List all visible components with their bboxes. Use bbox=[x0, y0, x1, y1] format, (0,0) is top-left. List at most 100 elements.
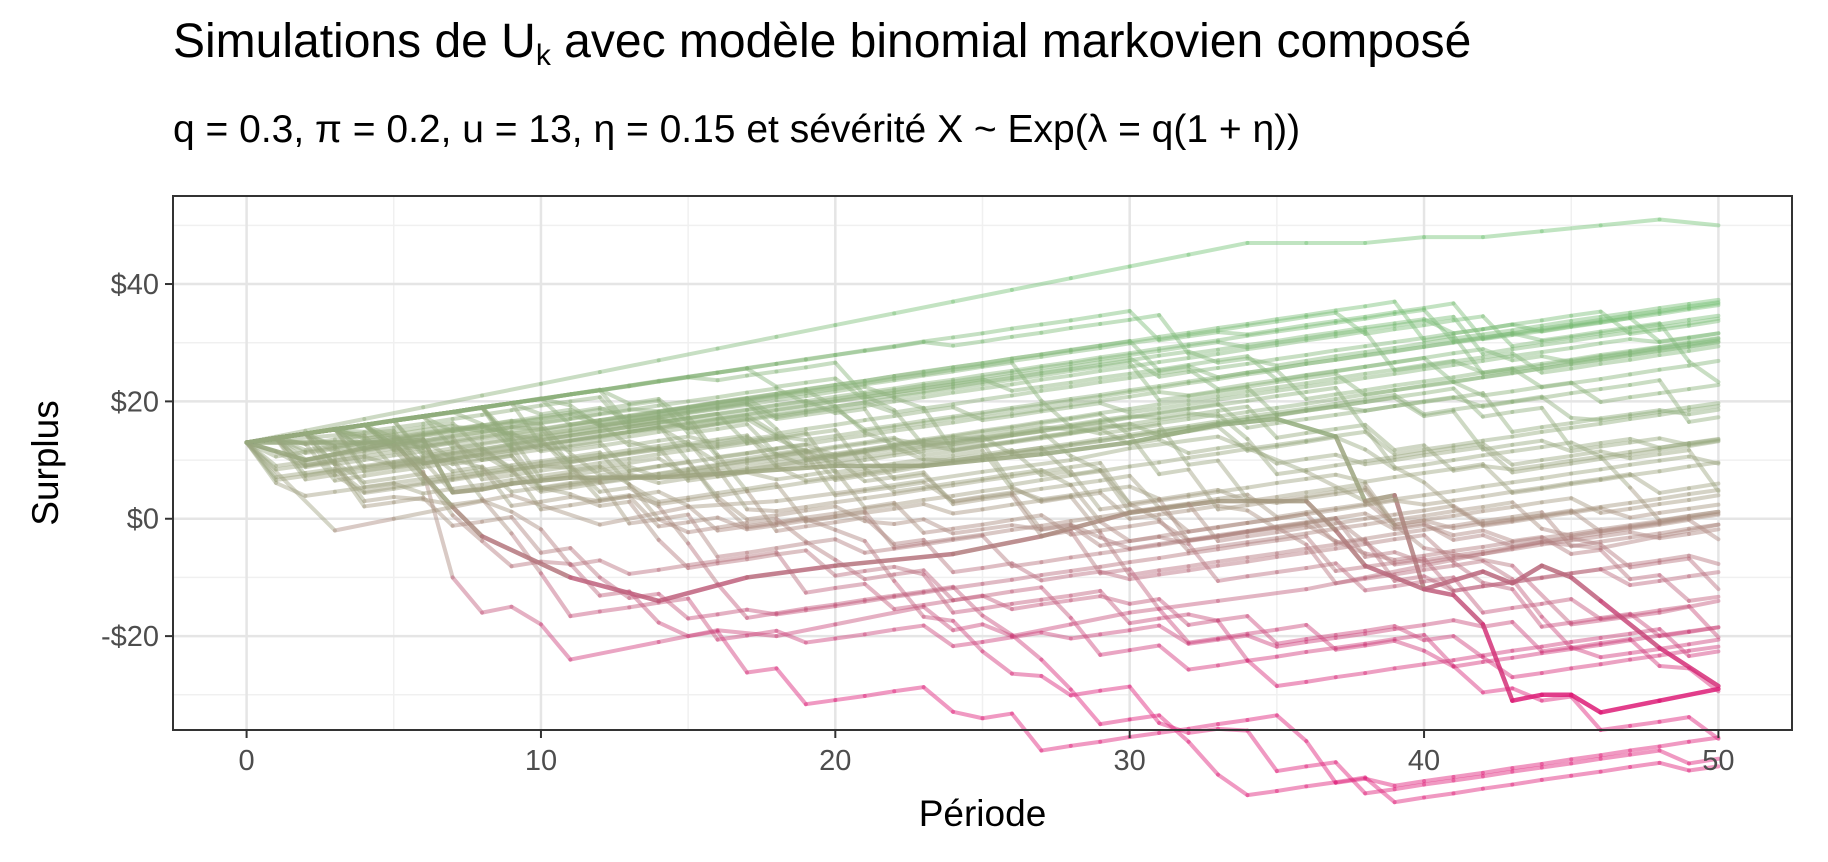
series-segment bbox=[1068, 438, 1103, 447]
series-segment bbox=[980, 458, 1073, 474]
series-segment bbox=[1186, 326, 1220, 335]
series-segment bbox=[1628, 348, 1662, 358]
series-segment bbox=[480, 401, 514, 410]
series-segment bbox=[421, 455, 455, 464]
series-segment bbox=[1628, 573, 1662, 582]
series-segment bbox=[303, 427, 337, 436]
series-segment bbox=[1274, 334, 1309, 343]
series-segment bbox=[1510, 692, 1545, 703]
series-segment bbox=[1098, 358, 1132, 368]
series-segment bbox=[833, 471, 867, 481]
series-segment bbox=[332, 426, 367, 470]
series-segment bbox=[1363, 550, 1397, 559]
series-segment bbox=[715, 451, 750, 460]
series-segment bbox=[244, 435, 279, 445]
series-segment bbox=[774, 399, 808, 408]
series-segment bbox=[421, 409, 455, 419]
series-segment bbox=[921, 493, 956, 502]
series-segment bbox=[656, 423, 691, 463]
series-segment bbox=[1333, 371, 1368, 381]
series-segment bbox=[1068, 446, 1132, 463]
series-segment bbox=[1127, 430, 1162, 439]
series-segment bbox=[303, 426, 337, 436]
series-segment bbox=[1392, 622, 1427, 632]
series-segment bbox=[450, 482, 485, 491]
series-segment bbox=[951, 448, 985, 458]
series-segment bbox=[627, 415, 661, 424]
series-segment bbox=[1304, 522, 1338, 544]
series-segment bbox=[1451, 327, 1485, 336]
series-segment bbox=[480, 430, 514, 440]
series-segment bbox=[1598, 547, 1633, 582]
series-segment bbox=[1245, 412, 1279, 421]
series-segment bbox=[1569, 353, 1603, 362]
series-segment bbox=[1363, 584, 1397, 593]
series-segment bbox=[1539, 313, 1574, 323]
series-segment bbox=[1480, 489, 1515, 499]
series-segment bbox=[1569, 380, 1603, 404]
series-segment bbox=[568, 418, 602, 427]
series-segment bbox=[1686, 715, 1721, 741]
series-segment bbox=[1068, 424, 1103, 436]
series-segment bbox=[686, 370, 720, 380]
series-segment bbox=[450, 452, 485, 461]
series-segment bbox=[244, 435, 279, 445]
series-segment bbox=[244, 435, 279, 445]
series-segment bbox=[1039, 441, 1073, 450]
series-segment bbox=[568, 639, 661, 662]
series-segment bbox=[715, 581, 750, 620]
series-segment bbox=[1451, 453, 1485, 463]
series-segment bbox=[274, 431, 308, 440]
series-segment bbox=[1628, 496, 1662, 505]
series-segment bbox=[656, 422, 691, 431]
series-segment bbox=[1363, 426, 1397, 470]
series-segment bbox=[332, 485, 367, 494]
series-segment bbox=[450, 452, 485, 461]
series-segment bbox=[362, 465, 396, 474]
series-segment bbox=[1039, 350, 1073, 359]
series-segment bbox=[980, 375, 1014, 385]
series-segment bbox=[862, 485, 897, 494]
series-segment bbox=[1363, 512, 1397, 521]
series-segment bbox=[450, 470, 485, 480]
series-segment bbox=[391, 414, 426, 423]
series-segment bbox=[1422, 574, 1456, 593]
series-segment bbox=[1628, 748, 1662, 757]
series-segment bbox=[332, 462, 367, 509]
series-segment bbox=[450, 456, 485, 465]
series-segment bbox=[951, 435, 985, 445]
series-segment bbox=[1039, 318, 1073, 327]
series-segment bbox=[1422, 449, 1456, 458]
chart-title: Simulations de Uk avec modèle binomial m… bbox=[173, 14, 1471, 73]
series-segment bbox=[833, 489, 867, 498]
series-segment bbox=[627, 591, 661, 600]
series-segment bbox=[774, 516, 808, 526]
series-segment bbox=[1569, 377, 1603, 386]
series-segment bbox=[1186, 467, 1220, 512]
series-segment bbox=[1480, 620, 1515, 629]
series-segment bbox=[1039, 555, 1073, 565]
series-segment bbox=[1480, 769, 1515, 779]
series-segment bbox=[597, 464, 632, 473]
series-segment bbox=[1451, 575, 1485, 615]
series-segment bbox=[1628, 519, 1662, 528]
series-segment bbox=[715, 515, 750, 532]
series-segment bbox=[1598, 526, 1633, 536]
series-segment bbox=[568, 403, 602, 429]
series-segment bbox=[450, 421, 485, 453]
series-segment bbox=[715, 408, 750, 417]
series-segment bbox=[686, 419, 720, 460]
series-segment bbox=[951, 489, 985, 498]
series-segment bbox=[1480, 351, 1515, 360]
series-segment bbox=[450, 435, 485, 444]
series-segment bbox=[627, 472, 661, 485]
series-segment bbox=[568, 495, 602, 504]
series-segment bbox=[509, 493, 602, 527]
series-segment bbox=[686, 459, 720, 500]
series-segment bbox=[951, 584, 985, 618]
series-segment bbox=[244, 428, 308, 445]
series-segment bbox=[1392, 624, 1427, 643]
series-segment bbox=[833, 382, 867, 392]
series-segment bbox=[1539, 380, 1574, 389]
series-segment bbox=[450, 441, 485, 450]
